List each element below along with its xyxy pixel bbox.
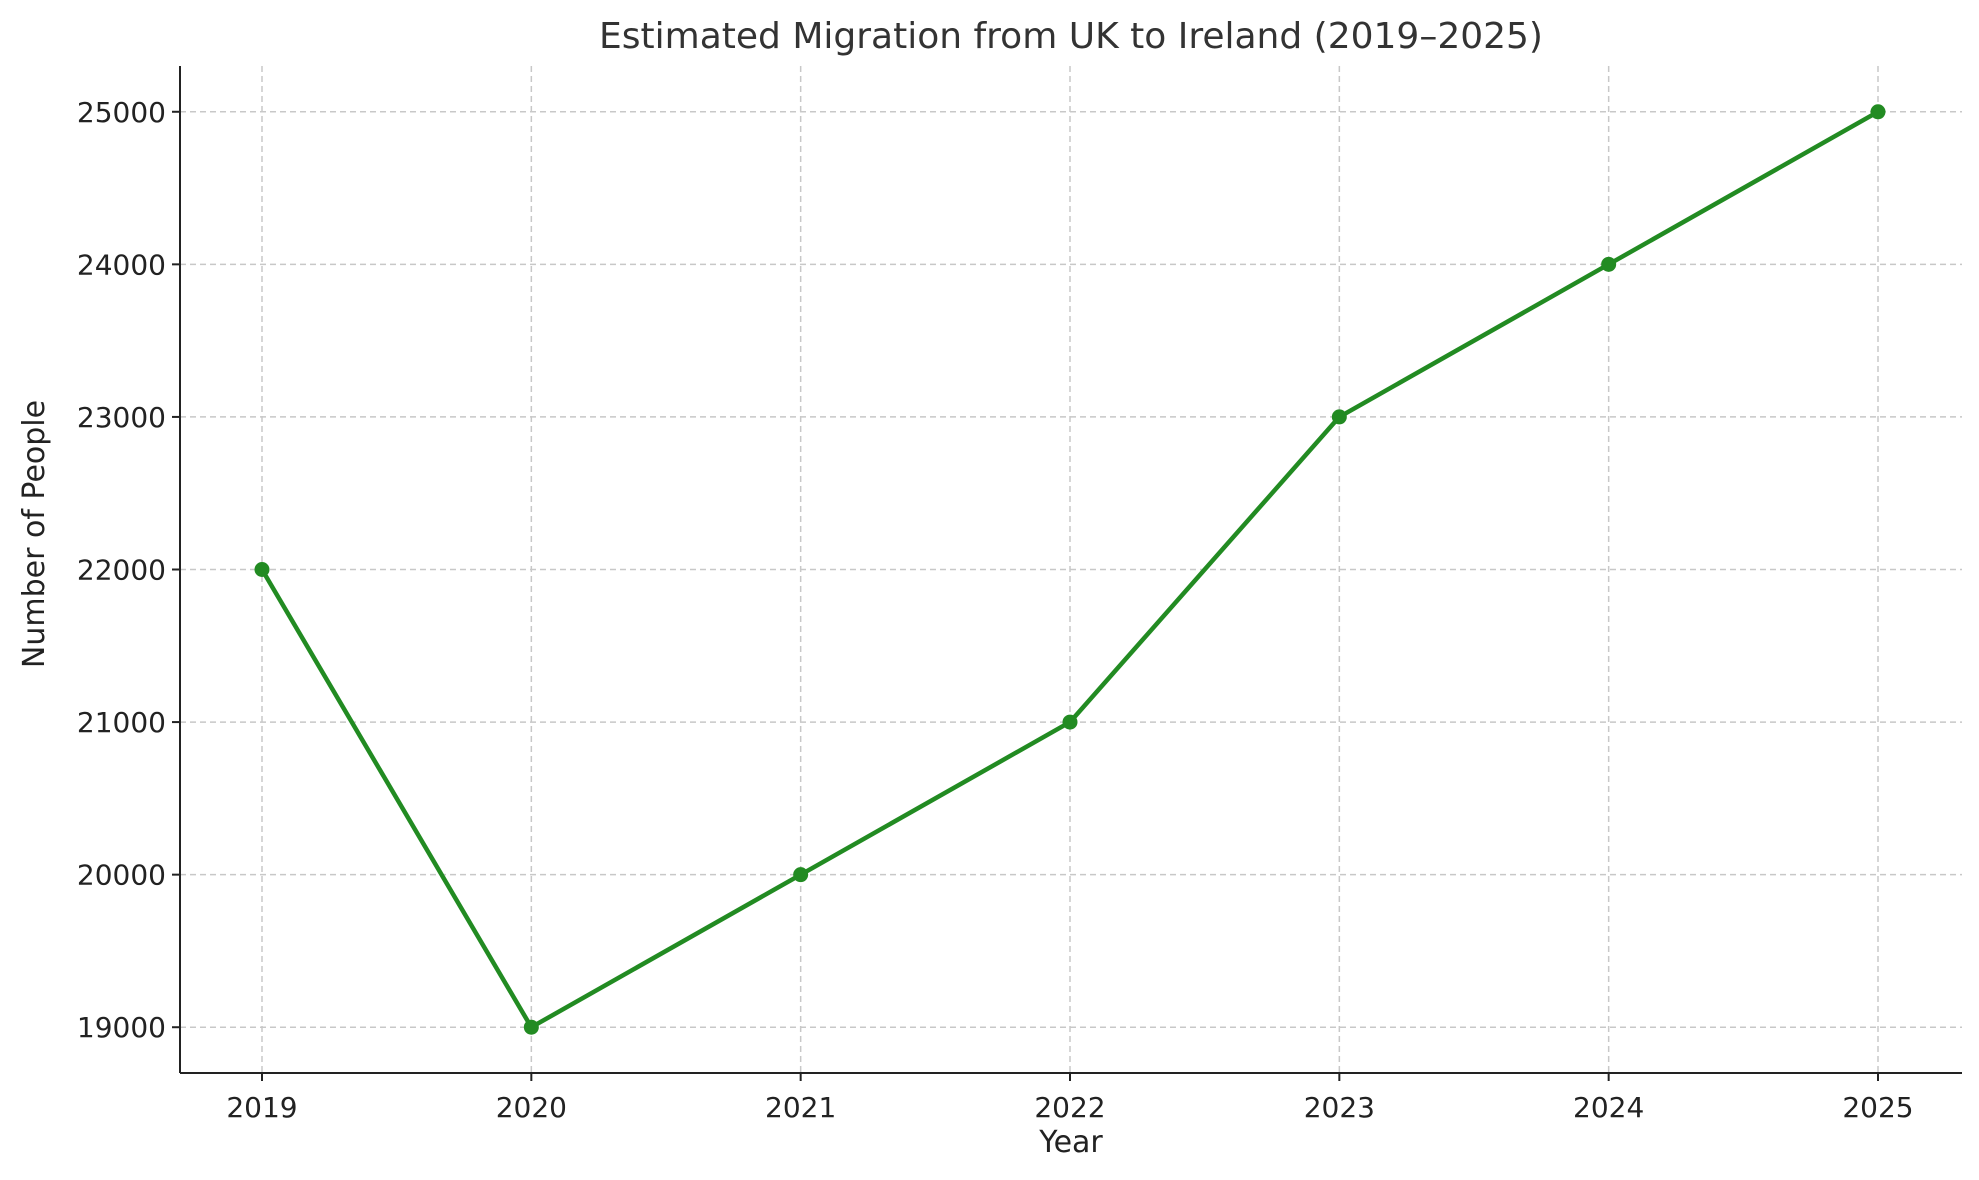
data-point bbox=[523, 1019, 539, 1035]
x-tick-label: 2023 bbox=[1304, 1091, 1375, 1124]
data-point bbox=[254, 562, 270, 577]
data-point bbox=[1331, 409, 1347, 425]
y-tick-label: 23000 bbox=[77, 401, 166, 434]
x-axis-label: Year bbox=[1038, 1125, 1103, 1160]
x-tick-label: 2019 bbox=[226, 1091, 297, 1124]
grid bbox=[180, 66, 1962, 1073]
chart-title: Estimated Migration from UK to Ireland (… bbox=[599, 16, 1543, 57]
y-tick-label: 20000 bbox=[77, 859, 166, 892]
x-tick-label: 2021 bbox=[765, 1091, 836, 1124]
data-point bbox=[1062, 714, 1078, 730]
y-axis-ticks: 19000 20000 21000 22000 23000 24000 25000 bbox=[77, 96, 180, 1044]
x-tick-label: 2020 bbox=[496, 1091, 567, 1124]
series-group bbox=[254, 104, 1886, 1035]
y-tick-label: 19000 bbox=[77, 1011, 166, 1044]
data-point bbox=[1601, 256, 1617, 272]
x-tick-label: 2022 bbox=[1034, 1091, 1105, 1124]
x-tick-label: 2024 bbox=[1573, 1091, 1644, 1124]
x-axis-ticks: 2019 2020 2021 2022 2023 2024 2025 bbox=[226, 1073, 1914, 1124]
y-tick-label: 22000 bbox=[77, 554, 166, 587]
y-tick-label: 21000 bbox=[77, 706, 166, 739]
y-tick-label: 25000 bbox=[77, 96, 166, 129]
y-tick-label: 24000 bbox=[77, 248, 166, 281]
x-tick-label: 2025 bbox=[1842, 1091, 1913, 1124]
data-point bbox=[793, 867, 809, 883]
data-point bbox=[1870, 104, 1886, 120]
y-axis-label: Number of People bbox=[17, 400, 52, 668]
